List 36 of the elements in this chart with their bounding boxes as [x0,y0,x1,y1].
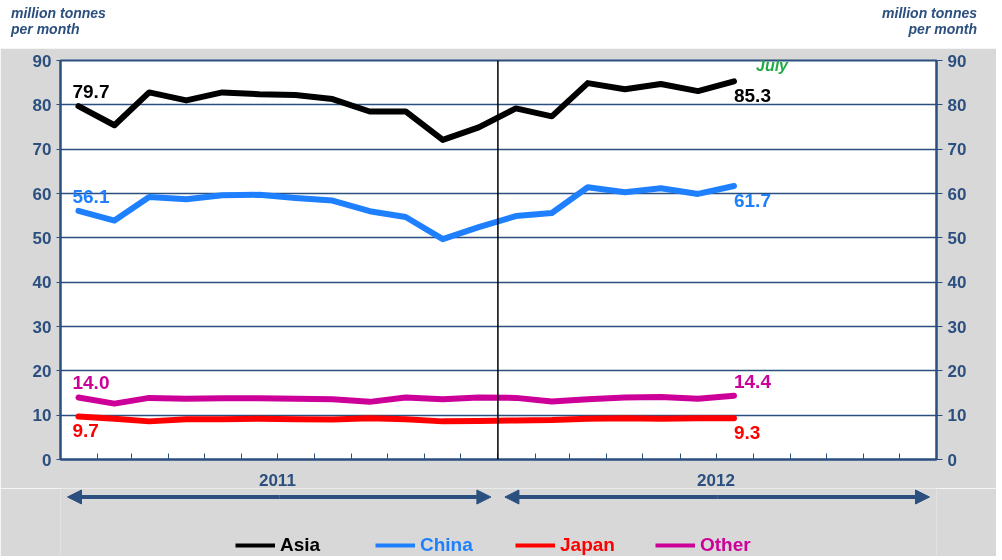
x-tick-label: 2011 [258,470,296,490]
legend-label: Japan [560,534,615,556]
y2-tick-label: 10 [947,406,967,426]
y-tick-label: 30 [32,317,52,337]
annotation: July [755,57,790,75]
legend-label: Other [700,534,751,556]
y2-tick-label: 60 [947,184,967,204]
y2-tick-label: 50 [947,228,967,248]
y-tick-label: 0 [42,450,52,470]
y-tick-label: 20 [32,361,52,381]
x-tick-label: 2012 [697,470,735,490]
y-axis-title: million tonnes per month [11,5,107,37]
data-label: 9.7 [72,420,99,442]
data-label: 79.7 [72,81,110,103]
y-tick-label: 80 [32,95,52,115]
y2-tick-label: 30 [947,317,967,337]
y2-tick-label: 70 [947,140,967,160]
y2-tick-label: 0 [947,450,957,470]
y2-axis-title: million tonnes per month [881,5,977,37]
y-tick-label: 10 [32,406,52,426]
data-label: 85.3 [733,85,771,107]
y2-tick-label: 20 [947,361,967,381]
data-label: 61.7 [733,189,771,211]
data-label: 9.3 [733,422,761,444]
y-tick-label: 70 [32,140,52,160]
y-tick-label: 40 [32,273,52,293]
y2-tick-label: 40 [947,273,967,293]
y2-tick-label: 80 [947,95,967,115]
y-tick-label: 60 [32,184,52,204]
y2-tick-label: 90 [947,51,967,71]
data-label: 14.4 [733,370,772,392]
y-tick-label: 50 [32,228,52,248]
legend-label: Asia [280,534,321,556]
y-tick-label: 90 [32,51,52,71]
data-label: 14.0 [72,372,110,394]
legend-label: China [420,534,473,556]
